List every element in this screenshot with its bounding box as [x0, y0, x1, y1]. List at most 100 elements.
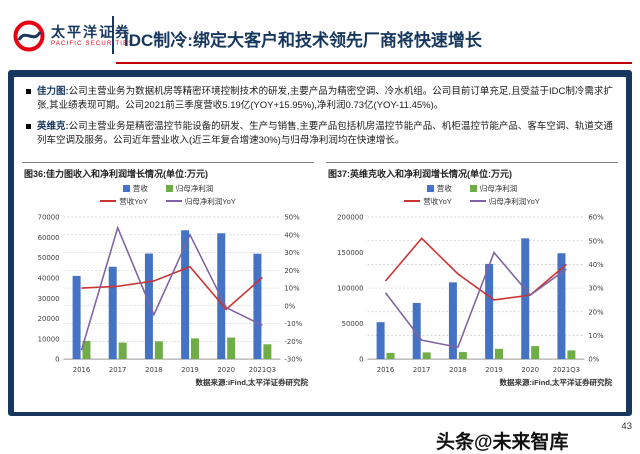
legend-label: 营收YoY: [423, 197, 452, 206]
chart-panel-jialitu: 图36:佳力图收入和净利润增长情况(单位:万元) 营收 归母净利润营收YoY 归母净…: [22, 162, 314, 392]
legend-square-icon: [426, 185, 434, 192]
svg-text:2018: 2018: [449, 366, 467, 374]
svg-text:20%: 20%: [284, 267, 300, 275]
svg-text:-20%: -20%: [284, 338, 302, 346]
svg-text:2021Q3: 2021Q3: [553, 366, 580, 374]
pacific-securities-logo-icon: [13, 20, 45, 52]
bullet-list: 佳力图:公司主营业务为数据机房等精密环境控制技术的研发,主要产品为精密空调、冷水…: [14, 77, 626, 148]
bullet-text: 佳力图:公司主营业务为数据机房等精密环境控制技术的研发,主要产品为精密空调、冷水…: [37, 85, 614, 113]
legend-line-icon: [404, 200, 421, 202]
legend-square-icon: [122, 185, 130, 192]
logo-text: 太平洋证券 PACIFIC SECURITIES: [51, 23, 134, 48]
header: 太平洋证券 PACIFIC SECURITIES: [12, 10, 134, 62]
chart-plot: -30% -20% -10% 0% 10% 20% 30% 40% 50% 0 10000 20000…: [38, 214, 303, 374]
svg-text:10000: 10000: [38, 335, 60, 343]
chart-panel-envicool: 图37:英维克收入和净利润增长情况(单位:万元) 营收 归母净利润营收YoY 归母净…: [326, 162, 618, 392]
legend-square-icon: [469, 185, 477, 192]
bullet-square-icon: [26, 124, 31, 129]
chart-title: 图37:英维克收入和净利润增长情况(单位:万元): [328, 169, 513, 179]
legend-item: 营收YoY: [100, 195, 148, 208]
svg-text:40%: 40%: [284, 231, 300, 239]
title-underline: [116, 62, 632, 64]
svg-text:70000: 70000: [38, 214, 60, 222]
company-logo: 太平洋证券 PACIFIC SECURITIES: [12, 19, 134, 53]
svg-text:0: 0: [55, 356, 59, 364]
legend-item: 归母净利润YoY: [165, 195, 236, 208]
chart-title: 图36:佳力图收入和净利润增长情况(单位:万元): [24, 169, 209, 179]
svg-text:0%: 0%: [284, 302, 295, 310]
legend-item: 归母净利润: [165, 182, 214, 195]
legend-item: 归母净利润YoY: [469, 195, 540, 208]
svg-text:50000: 50000: [38, 254, 60, 262]
svg-text:30%: 30%: [284, 249, 300, 257]
svg-text:40000: 40000: [38, 274, 60, 282]
svg-text:40%: 40%: [588, 261, 604, 269]
legend-row: 营收YoY 归母净利润YoY: [22, 195, 314, 208]
legend-line-icon: [100, 200, 117, 202]
legend-line-icon: [165, 200, 182, 202]
legend-item: 归母净利润: [469, 182, 518, 195]
legend-item: 营收: [426, 182, 452, 195]
page-number: 43: [621, 421, 632, 432]
legend-row: 营收 归母净利润: [326, 182, 618, 195]
svg-text:2017: 2017: [413, 366, 431, 374]
page-title: IDC制冷:绑定大客户和技术领先厂商将快速增长: [124, 31, 482, 50]
legend-label: 归母净利润YoY: [184, 197, 236, 206]
legend-item: 营收: [122, 182, 148, 195]
legend-label: 归母净利润YoY: [488, 197, 540, 206]
svg-text:10%: 10%: [284, 285, 300, 293]
legend-square-icon: [165, 185, 173, 192]
bullet-text: 英维克:公司主营业务是精密温控节能设备的研发、生产与销售,主要产品包括机房温控节…: [37, 120, 614, 148]
legend-row: 营收 归母净利润: [22, 182, 314, 195]
logo-name-en: PACIFIC SECURITIES: [51, 40, 134, 47]
chart-plot: 0% 10% 20% 30% 40% 50% 60% 0 50000 100000 150000 20…: [337, 214, 604, 374]
legend-label: 归母净利润: [175, 184, 214, 193]
svg-text:50%: 50%: [284, 214, 300, 222]
legend-label: 归母净利润: [479, 184, 518, 193]
svg-text:2019: 2019: [485, 366, 503, 374]
svg-text:200000: 200000: [337, 214, 363, 222]
svg-text:0%: 0%: [588, 356, 599, 364]
watermark-text: 头条@未来智库: [436, 432, 569, 453]
svg-text:2020: 2020: [217, 366, 235, 374]
bullet-item-jialitu: 佳力图:公司主营业务为数据机房等精密环境控制技术的研发,主要产品为精密空调、冷水…: [26, 85, 614, 113]
svg-text:30000: 30000: [38, 295, 60, 303]
svg-text:100000: 100000: [337, 285, 363, 293]
svg-text:50%: 50%: [588, 237, 604, 245]
legend-label: 营收: [436, 184, 452, 193]
bullet-body-text: 公司主营业务是精密温控节能设备的研发、生产与销售,主要产品包括机房温控节能产品、…: [37, 121, 613, 146]
svg-text:2018: 2018: [145, 366, 163, 374]
bullet-item-envicool: 英维克:公司主营业务是精密温控节能设备的研发、生产与销售,主要产品包括机房温控节…: [26, 120, 614, 148]
svg-text:0: 0: [359, 356, 363, 364]
svg-text:2019: 2019: [181, 366, 199, 374]
svg-text:2021Q3: 2021Q3: [249, 366, 276, 374]
legend-row: 营收YoY 归母净利润YoY: [326, 195, 618, 208]
svg-text:10%: 10%: [588, 332, 604, 340]
chart-source: 数据来源:iFind,太平洋证券研究院: [499, 378, 613, 387]
content-frame: 佳力图:公司主营业务为数据机房等精密环境控制技术的研发,主要产品为精密空调、冷水…: [8, 70, 632, 416]
bullet-lead: 英维克:: [37, 121, 69, 132]
legend-label: 营收YoY: [119, 197, 148, 206]
svg-text:60000: 60000: [38, 234, 60, 242]
svg-text:2017: 2017: [109, 366, 127, 374]
header-divider: [112, 16, 114, 54]
legend-item: 营收YoY: [404, 195, 452, 208]
svg-text:2016: 2016: [377, 366, 395, 374]
legend-line-icon: [469, 200, 486, 202]
chart-legend: 营收 归母净利润营收YoY 归母净利润YoY: [22, 182, 314, 208]
bullet-body-text: 公司主营业务为数据机房等精密环境控制技术的研发,主要产品为精密空调、冷水机组。公…: [37, 86, 613, 111]
svg-text:2020: 2020: [521, 366, 539, 374]
legend-label: 营收: [132, 184, 148, 193]
svg-text:20000: 20000: [38, 315, 60, 323]
svg-text:2016: 2016: [73, 366, 91, 374]
svg-text:60%: 60%: [588, 214, 604, 222]
chart-legend: 营收 归母净利润营收YoY 归母净利润YoY: [326, 182, 618, 208]
logo-name-cn: 太平洋证券: [51, 23, 131, 40]
bullet-square-icon: [26, 89, 31, 94]
svg-text:-30%: -30%: [284, 356, 302, 364]
svg-text:20%: 20%: [588, 308, 604, 316]
svg-text:30%: 30%: [588, 285, 604, 293]
svg-text:-10%: -10%: [284, 320, 302, 328]
svg-text:150000: 150000: [337, 249, 363, 257]
bullet-lead: 佳力图:: [37, 86, 69, 97]
